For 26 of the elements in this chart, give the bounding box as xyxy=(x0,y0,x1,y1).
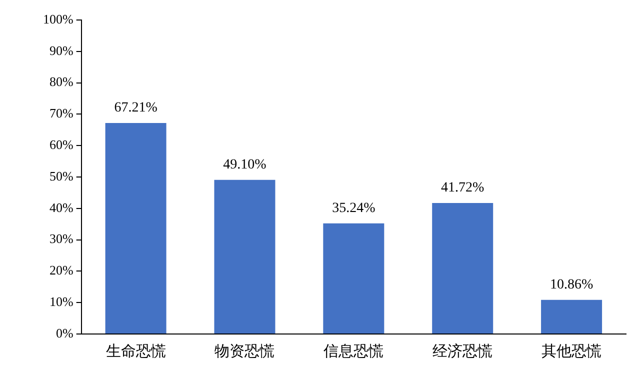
data-label: 10.86% xyxy=(550,278,594,293)
y-tick-label: 80% xyxy=(49,74,74,90)
data-label: 49.10% xyxy=(223,158,267,172)
data-label: 35.24% xyxy=(332,201,376,216)
y-tick-label: 30% xyxy=(49,231,74,246)
y-tick-label: 50% xyxy=(49,168,74,184)
y-tick-label: 20% xyxy=(49,262,74,278)
x-tick-label: 其他恐慌 xyxy=(542,342,602,360)
y-tick-label: 100% xyxy=(42,11,74,26)
data-label: 67.21% xyxy=(114,100,158,116)
y-tick-label: 90% xyxy=(49,42,74,58)
bar xyxy=(214,180,276,334)
bar xyxy=(432,203,494,334)
bar xyxy=(541,300,602,334)
x-tick-label: 信息恐慌 xyxy=(324,342,384,360)
y-tick-label: 10% xyxy=(49,294,74,310)
x-tick-label: 经济恐慌 xyxy=(432,342,493,360)
y-tick-label: 40% xyxy=(49,200,74,215)
y-tick-label: 60% xyxy=(49,137,74,152)
y-tick-label: 70% xyxy=(49,106,74,121)
bar xyxy=(323,223,384,334)
x-tick-label: 生命恐慌 xyxy=(106,342,166,360)
bar xyxy=(105,122,166,334)
data-label: 41.72% xyxy=(441,180,485,196)
y-tick-label: 0% xyxy=(56,325,74,340)
x-tick-label: 物资恐慌 xyxy=(214,342,275,360)
